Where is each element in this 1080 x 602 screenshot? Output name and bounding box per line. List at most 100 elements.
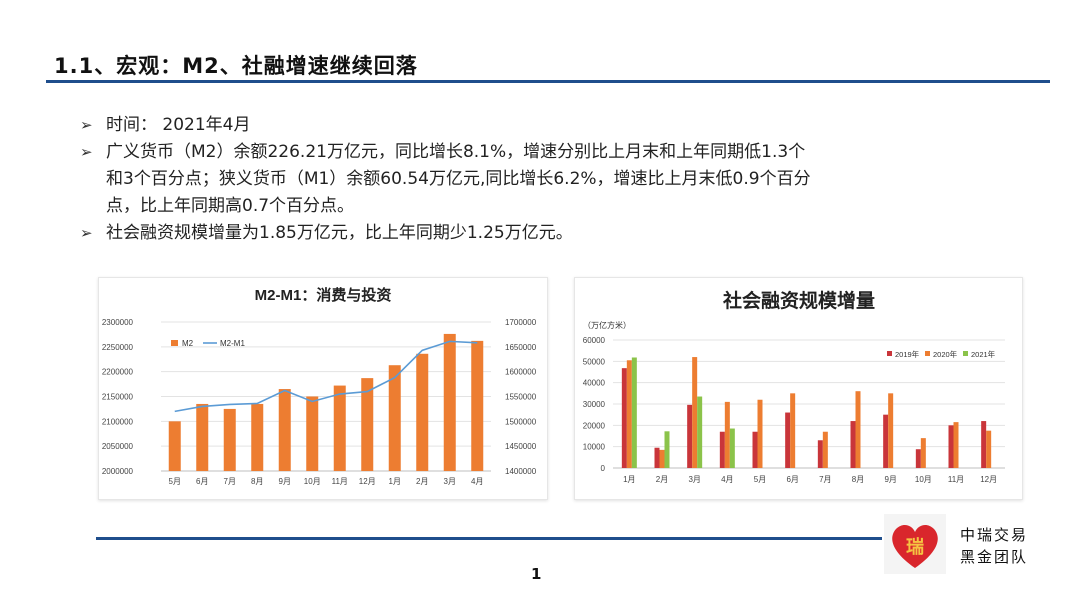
y-right-tick-label: 1700000 — [505, 318, 537, 327]
line-m2-m1 — [174, 340, 478, 413]
bar-2019年 — [948, 425, 954, 468]
bullet-item: ➢ 社会融资规模增量为1.85万亿元，比上年同期少1.25万亿元。 — [80, 220, 1040, 247]
arrow-bullet-icon: ➢ — [80, 116, 93, 134]
legend-swatch — [887, 351, 892, 356]
legend-swatch-m2 — [171, 340, 178, 346]
y-tick-label: 40000 — [583, 379, 606, 388]
y-tick-label: 0 — [601, 464, 606, 473]
x-tick-label: 11月 — [332, 477, 348, 486]
brand-text: 中瑞交易 黑金团队 — [960, 524, 1028, 568]
bar-2019年 — [785, 412, 791, 468]
bar-2020年 — [790, 393, 796, 468]
brand-line-2: 黑金团队 — [960, 548, 1029, 566]
x-tick-label: 2月 — [656, 475, 668, 484]
x-tick-label: 8月 — [852, 475, 864, 484]
bullet-item: ➢ 时间： 2021年4月 — [80, 112, 1040, 139]
x-tick-label: 8月 — [251, 477, 263, 486]
bullet-text: 和3个百分点；狭义货币（M1）余额60.54万亿元,同比增长6.2%，增速比上月… — [106, 169, 811, 189]
bar-2019年 — [654, 447, 660, 468]
m2-m1-chart-svg: M2-M1：消费与投资 2000000 2050000 2100000 2150000 2… — [102, 286, 537, 486]
bar-2019年 — [850, 421, 856, 468]
y-tick-label: 10000 — [583, 443, 606, 452]
x-tick-label: 5月 — [169, 477, 181, 486]
bar-2019年 — [981, 421, 987, 468]
x-tick-label: 4月 — [471, 477, 483, 486]
bar-2020年 — [822, 431, 828, 468]
bar-2021年 — [697, 396, 703, 468]
bar-2019年 — [719, 431, 725, 468]
bar-2020年 — [920, 438, 926, 468]
x-tick-label: 4月 — [721, 475, 733, 484]
footer-divider — [96, 537, 882, 540]
bar-2020年 — [986, 430, 992, 468]
y-unit-label: （万亿方米） — [583, 320, 631, 330]
y-tick-label: 30000 — [583, 400, 606, 409]
bar-m2 — [333, 385, 346, 471]
bar-m2 — [223, 408, 236, 471]
bar-m2 — [361, 378, 374, 471]
legend-label: 2020年 — [933, 349, 958, 359]
arrow-bullet-icon: ➢ — [80, 143, 93, 161]
bar-2020年 — [888, 393, 894, 468]
bar-2019年 — [915, 449, 921, 468]
legend-label: 2021年 — [971, 349, 996, 359]
y-left-tick-label: 2100000 — [102, 417, 134, 426]
x-tick-label: 12月 — [359, 477, 376, 486]
x-tick-label: 9月 — [279, 477, 291, 486]
heart-logo-icon: 瑞 — [884, 514, 946, 574]
bar-m2 — [471, 340, 484, 471]
legend-swatch — [963, 351, 968, 356]
logo-character: 瑞 — [906, 537, 924, 557]
x-tick-label: 1月 — [623, 475, 635, 484]
page-title: 1.1、宏观：M2、社融增速继续回落 — [54, 54, 418, 78]
brand-line-1: 中瑞交易 — [960, 526, 1029, 544]
bar-m2 — [168, 421, 181, 471]
bar-2020年 — [626, 360, 632, 468]
bullet-list: ➢ 时间： 2021年4月 ➢ 广义货币（M2）余额226.21万亿元，同比增长… — [80, 112, 1040, 247]
m2-m1-chart: M2-M1：消费与投资 2000000 2050000 2100000 2150000 2… — [98, 277, 548, 500]
x-tick-label: 10月 — [304, 477, 321, 486]
y-left-tick-label: 2200000 — [102, 368, 134, 377]
bullet-item: ➢ 广义货币（M2）余额226.21万亿元，同比增长8.1%，增速分别比上月末和… — [80, 139, 1040, 220]
bar-2020年 — [757, 399, 763, 468]
social-financing-chart: 社会融资规模增量 （万亿方米） 0 10000 20000 30000 40000 50000… — [574, 277, 1023, 500]
bar-m2 — [196, 403, 209, 471]
bullet-text: 社会融资规模增量为1.85万亿元，比上年同期少1.25万亿元。 — [106, 223, 573, 243]
x-tick-label: 12月 — [980, 475, 997, 484]
x-tick-label: 7月 — [224, 477, 236, 486]
x-tick-label: 6月 — [786, 475, 798, 484]
y-left-tick-label: 2050000 — [102, 442, 134, 451]
social-financing-chart-svg: 社会融资规模增量 （万亿方米） 0 10000 20000 30000 40000 50000… — [583, 289, 1005, 484]
bar-2019年 — [883, 414, 889, 468]
title-divider — [46, 80, 1050, 83]
bar-2020年 — [855, 391, 861, 468]
y-right-tick-label: 1450000 — [505, 442, 537, 451]
y-left-tick-label: 2000000 — [102, 467, 134, 476]
x-tick-label: 11月 — [948, 475, 964, 484]
bar-m2 — [443, 333, 456, 471]
y-left-tick-label: 2150000 — [102, 393, 134, 402]
y-right-tick-label: 1550000 — [505, 393, 537, 402]
y-left-tick-label: 2300000 — [102, 318, 134, 327]
bar-2019年 — [687, 404, 693, 468]
bar-2020年 — [724, 401, 730, 468]
bullet-text: 时间： 2021年4月 — [106, 115, 251, 135]
x-tick-label: 10月 — [915, 475, 932, 484]
x-tick-label: 3月 — [444, 477, 456, 486]
legend-label: 2019年 — [895, 349, 920, 359]
chart-title: 社会融资规模增量 — [722, 289, 875, 312]
bar-2021年 — [729, 428, 735, 468]
y-right-tick-label: 1650000 — [505, 343, 537, 352]
bar-2021年 — [631, 357, 637, 468]
bar-m2 — [416, 353, 429, 471]
y-tick-label: 20000 — [583, 421, 606, 430]
bar-2019年 — [752, 431, 758, 468]
bar-m2 — [251, 403, 264, 471]
y-tick-label: 50000 — [583, 357, 606, 366]
x-tick-label: 6月 — [196, 477, 208, 486]
y-right-tick-label: 1600000 — [505, 368, 537, 377]
legend-label-m2: M2 — [182, 339, 194, 348]
y-right-tick-label: 1500000 — [505, 417, 537, 426]
x-tick-label: 5月 — [754, 475, 766, 484]
bar-2020年 — [692, 357, 698, 468]
